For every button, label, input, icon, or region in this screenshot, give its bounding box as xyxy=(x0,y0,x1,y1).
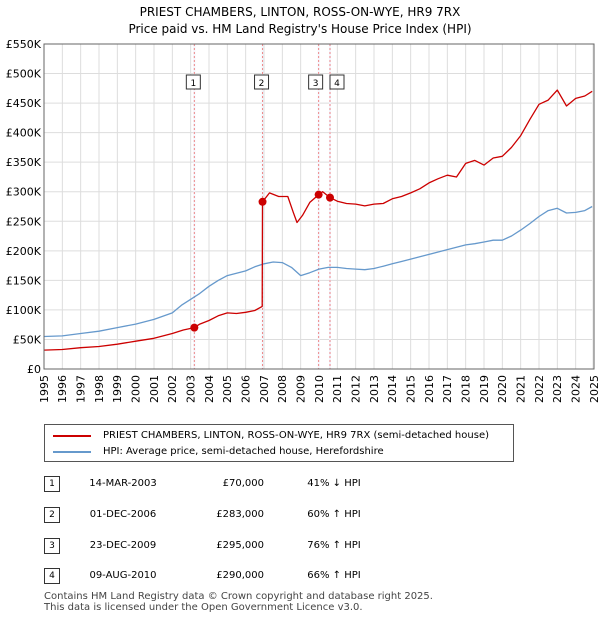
x-tick-label: 2004 xyxy=(203,375,216,403)
price-chart: 1 2 3 4 £0 £50K £100K £150K £200K £250K £300K £350… xyxy=(6,38,600,403)
sale-number-badge: 4 xyxy=(44,568,60,584)
sale-hpi-diff: 41% ↓ HPI xyxy=(307,478,361,489)
x-tick-label: 1999 xyxy=(111,375,124,403)
sale-row: 2 01-DEC-2006 £283,000 60% ↑ HPI xyxy=(44,507,444,523)
x-tick-label: 2021 xyxy=(515,375,528,403)
sale-highlight-band xyxy=(317,44,320,369)
x-tick-label: 2024 xyxy=(570,375,583,403)
sale-marker-label: 2 xyxy=(259,79,265,89)
x-tick-label: 2019 xyxy=(478,375,491,403)
x-tick-label: 1996 xyxy=(56,375,69,403)
y-tick-label: £250K xyxy=(6,215,42,228)
legend-blue-swatch xyxy=(53,451,91,453)
x-tick-label: 2011 xyxy=(331,375,344,403)
x-tick-label: 2017 xyxy=(441,375,454,403)
sale-number-badge: 3 xyxy=(44,538,60,554)
sale-date: 14-MAR-2003 xyxy=(89,478,157,489)
legend-red-label: PRIEST CHAMBERS, LINTON, ROSS-ON-WYE, HR… xyxy=(103,430,489,441)
y-tick-label: £350K xyxy=(6,156,42,169)
x-tick-label: 2002 xyxy=(166,375,179,403)
sale-price: £283,000 xyxy=(216,509,264,520)
sale-row: 3 23-DEC-2009 £295,000 76% ↑ HPI xyxy=(44,538,444,554)
sale-point xyxy=(190,323,199,332)
sale-marker-box xyxy=(329,74,345,90)
footer-licence: This data is licensed under the Open Gov… xyxy=(44,602,363,613)
sale-marker-box xyxy=(185,74,201,90)
x-tick-label: 2005 xyxy=(221,375,234,403)
sale-marker-label: 3 xyxy=(313,79,319,89)
x-tick-label: 2010 xyxy=(313,375,326,403)
sale-point xyxy=(326,193,334,202)
sale-highlight-band xyxy=(329,44,331,369)
sale-date: 01-DEC-2006 xyxy=(89,509,157,520)
x-tick-label: 2001 xyxy=(148,375,161,403)
hpi-line xyxy=(43,205,593,338)
sale-number-badge: 2 xyxy=(44,507,60,523)
x-tick-label: 2018 xyxy=(460,375,473,403)
x-tick-label: 2006 xyxy=(240,375,253,403)
sale-number-badge: 1 xyxy=(44,476,60,492)
x-tick-label: 2009 xyxy=(295,375,308,403)
x-tick-label: 2000 xyxy=(130,375,143,403)
legend: PRIEST CHAMBERS, LINTON, ROSS-ON-WYE, HR… xyxy=(44,424,514,462)
sale-price: £295,000 xyxy=(216,540,264,551)
forecast-band xyxy=(592,44,594,369)
x-tick-label: 2013 xyxy=(368,375,381,403)
x-tick-label: 2016 xyxy=(423,375,436,403)
sale-hpi-diff: 60% ↑ HPI xyxy=(307,509,361,520)
x-tick-label: 1997 xyxy=(75,375,88,403)
chart-title-line1: PRIEST CHAMBERS, LINTON, ROSS-ON-WYE, HR… xyxy=(139,5,461,19)
sale-point xyxy=(258,197,267,206)
sale-highlight-band xyxy=(193,44,196,369)
plot-border xyxy=(43,43,595,370)
sale-marker-box xyxy=(254,74,270,90)
chart-title: PRIEST CHAMBERS, LINTON, ROSS-ON-WYE, HR… xyxy=(0,4,600,38)
y-tick-label: £200K xyxy=(6,245,42,258)
sale-marker-label: 1 xyxy=(190,79,196,89)
y-tick-label: £0 xyxy=(27,363,41,376)
sale-hpi-diff: 66% ↑ HPI xyxy=(307,570,361,581)
x-tick-label: 2012 xyxy=(350,375,363,403)
x-tick-label: 2014 xyxy=(386,375,399,403)
x-tick-label: 2007 xyxy=(258,375,271,403)
x-tick-label: 2025 xyxy=(588,375,600,403)
sale-row: 1 14-MAR-2003 £70,000 41% ↓ HPI xyxy=(44,476,444,492)
legend-blue-label: HPI: Average price, semi-detached house,… xyxy=(103,446,384,457)
footer: Contains HM Land Registry data © Crown c… xyxy=(44,591,433,613)
x-tick-label: 2022 xyxy=(533,375,546,403)
y-tick-label: £500K xyxy=(6,68,42,81)
sale-hpi-diff: 76% ↑ HPI xyxy=(307,540,361,551)
y-tick-label: £100K xyxy=(6,304,42,317)
sale-price: £70,000 xyxy=(222,478,264,489)
sale-point xyxy=(314,190,323,199)
y-tick-label: £150K xyxy=(6,274,42,287)
x-tick-label: 2020 xyxy=(496,375,509,403)
legend-red-swatch xyxy=(53,435,91,437)
sale-row: 4 09-AUG-2010 £290,000 66% ↑ HPI xyxy=(44,568,444,584)
y-tick-label: £550K xyxy=(6,38,42,51)
sale-date: 09-AUG-2010 xyxy=(89,570,157,581)
y-tick-label: £400K xyxy=(6,127,42,140)
y-tick-label: £450K xyxy=(6,97,42,110)
sale-marker-box xyxy=(308,74,324,90)
y-tick-label: £50K xyxy=(13,333,42,346)
x-tick-label: 2023 xyxy=(551,375,564,403)
x-tick-label: 1995 xyxy=(38,375,51,403)
x-tick-label: 2008 xyxy=(276,375,289,403)
y-tick-label: £300K xyxy=(6,186,42,199)
sale-marker-label: 4 xyxy=(334,79,340,89)
x-tick-label: 1998 xyxy=(93,375,106,403)
sale-date: 23-DEC-2009 xyxy=(89,540,157,551)
chart-subtitle: Price paid vs. HM Land Registry's House … xyxy=(128,22,472,36)
x-tick-label: 2015 xyxy=(405,375,418,403)
footer-copyright: Contains HM Land Registry data © Crown c… xyxy=(44,591,433,602)
x-tick-label: 2003 xyxy=(185,375,198,403)
sale-price: £290,000 xyxy=(216,570,264,581)
